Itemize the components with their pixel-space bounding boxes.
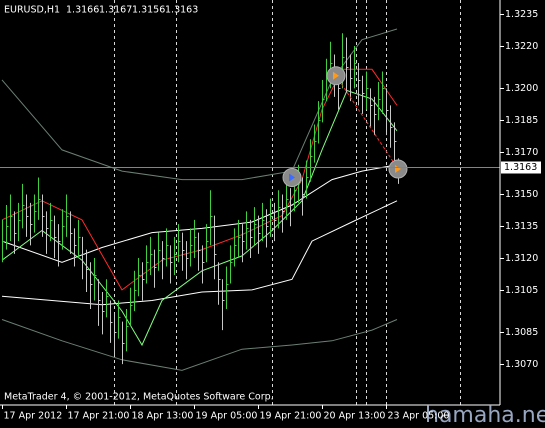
indicator-line xyxy=(1,28,398,181)
y-tick-label: 1.3150 xyxy=(505,189,538,200)
x-tick-label: 17 Apr 21:00 xyxy=(68,411,130,422)
indicator-line xyxy=(1,89,398,347)
y-tick-label: 1.3120 xyxy=(505,253,538,264)
trade-line xyxy=(335,75,399,170)
y-tick-label: 1.3135 xyxy=(505,221,538,232)
y-tick-label: 1.3200 xyxy=(505,83,538,94)
trade-marker-arrow xyxy=(395,164,401,173)
indicator-line xyxy=(1,319,398,371)
y-tick-label: 1.3070 xyxy=(505,359,538,370)
bid-label: 1.3163 xyxy=(504,162,537,173)
low-value: 1.3156 xyxy=(132,5,165,16)
x-tick-label: 18 Apr 13:00 xyxy=(132,411,194,422)
plot-area xyxy=(0,0,500,405)
high-value: 1.3167 xyxy=(99,5,132,16)
x-tick-label: 19 Apr 05:00 xyxy=(196,411,258,422)
y-tick-label: 1.3235 xyxy=(505,9,538,20)
x-tick-label: 23 Apr 05:00 xyxy=(388,411,450,422)
open-value: 1.3166 xyxy=(66,5,99,16)
close-value: 1.3163 xyxy=(165,5,198,16)
x-tick-label: 20 Apr 13:00 xyxy=(324,411,386,422)
x-tick-label: 19 Apr 21:00 xyxy=(260,411,322,422)
bid-label-box xyxy=(501,161,541,174)
y-tick-label: 1.3220 xyxy=(505,41,538,52)
watermark: hamaha.net xyxy=(425,403,545,428)
y-tick-label: 1.3170 xyxy=(505,147,538,158)
y-tick-label: 1.3105 xyxy=(505,285,538,296)
y-tick-label: 1.3085 xyxy=(505,327,538,338)
y-tick-label: 1.3185 xyxy=(505,115,538,126)
copyright: MetaTrader 4, © 2001-2012, MetaQuotes So… xyxy=(4,392,274,403)
trade-marker-arrow xyxy=(289,173,295,182)
trade-marker-arrow xyxy=(333,71,339,80)
x-tick-label: 17 Apr 2012 xyxy=(4,411,63,422)
header: EURUSD,H1 1.3166 1.3167 1.3156 1.3163 xyxy=(4,5,198,16)
symbol-title: EURUSD,H1 xyxy=(4,5,60,16)
